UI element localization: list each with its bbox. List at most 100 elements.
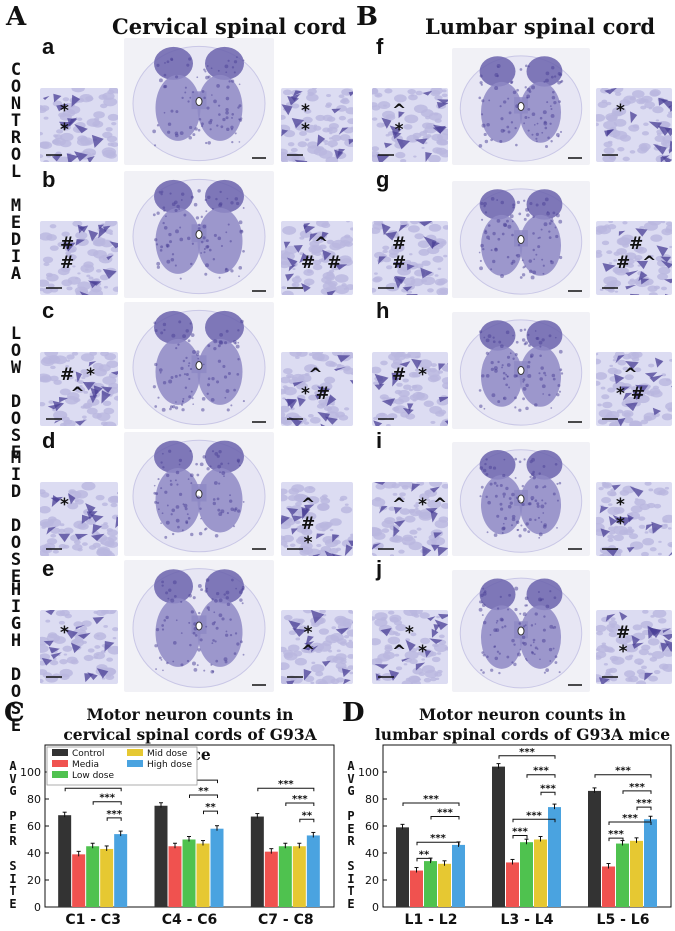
bar-mid-dose	[100, 848, 114, 907]
lumbar-closeup-right-j: # *	[596, 610, 672, 684]
significance-label: ***	[608, 829, 624, 840]
significance-label: ***	[437, 808, 453, 819]
bar-high-dose	[548, 807, 561, 907]
tile-marker-text: *	[60, 623, 69, 643]
x-tick-label: L3 - L4	[501, 912, 554, 928]
group-label-4: H I G H D O S E	[10, 580, 22, 736]
significance-bracket	[636, 806, 652, 811]
sub-letter-h: h	[376, 298, 390, 323]
bar-high-dose	[210, 828, 224, 907]
bar-media	[168, 846, 182, 907]
y-tick-label: 80	[365, 793, 379, 806]
bar-mid-dose	[292, 846, 306, 907]
significance-label: ***	[292, 794, 308, 805]
x-tick-label: L5 - L6	[597, 912, 650, 928]
sub-letter-f: f	[376, 34, 384, 59]
bar-low-dose	[182, 839, 196, 907]
bar-media	[410, 870, 423, 907]
bar-high-dose	[306, 835, 320, 907]
legend-swatch	[52, 771, 68, 778]
panel-letter-d: D	[342, 698, 365, 728]
bar-low-dose	[278, 846, 292, 907]
tile-marker-text: # # ^	[616, 234, 657, 273]
tile-marker-text: # *	[392, 365, 427, 385]
significance-bracket	[64, 787, 122, 792]
significance-label: **	[302, 810, 313, 821]
significance-label: **	[205, 802, 216, 813]
lumbar-title: Lumbar spinal cord	[425, 14, 656, 39]
significance-label: ***	[430, 833, 446, 844]
significance-bracket	[92, 801, 122, 805]
y-tick-label: 0	[34, 901, 41, 914]
significance-label: ***	[533, 766, 549, 777]
tile-marker-text: *	[616, 101, 625, 121]
cervical-title: Cervical spinal cord	[112, 14, 347, 39]
significance-label: ***	[629, 782, 645, 793]
significance-label: ***	[106, 809, 122, 820]
significance-bracket	[608, 821, 652, 825]
sub-letter-d: d	[42, 428, 56, 453]
bar-media	[506, 862, 519, 907]
cervical-closeup-right-d: ^ # *	[281, 482, 353, 556]
tile-marker-text: * *	[616, 495, 625, 534]
tile-marker-text: # #	[392, 234, 407, 273]
panel-letter-c: C	[4, 698, 25, 728]
tile-marker-text: * ^ *	[392, 623, 427, 662]
legend-label: Media	[72, 760, 99, 770]
significance-bracket	[416, 857, 432, 862]
bar-control	[154, 805, 168, 907]
bar-control	[492, 766, 505, 907]
group-label-1: M E D I A	[10, 196, 22, 284]
significance-label: **	[419, 849, 430, 860]
bar-mid-dose	[196, 843, 210, 907]
cervical-closeup-right-b: ^ # #	[281, 221, 353, 295]
y-tick-label: 80	[27, 793, 41, 806]
lumbar-section-h	[452, 312, 590, 429]
significance-bracket	[106, 817, 122, 821]
significance-label: ***	[99, 793, 115, 804]
significance-label: ***	[278, 779, 294, 790]
significance-bracket	[285, 802, 315, 807]
lumbar-closeup-right-f: *	[596, 88, 672, 162]
significance-bracket	[416, 841, 460, 846]
significance-bracket	[257, 787, 315, 792]
sub-letter-j: j	[376, 556, 383, 581]
group-label-0: C O N T R O L	[10, 60, 22, 182]
tile-marker-text: ^ # *	[301, 495, 316, 553]
lumbar-closeup-left-h: # *	[372, 352, 448, 426]
significance-label: ***	[423, 794, 439, 805]
significance-bracket	[608, 837, 624, 842]
chart-d-ylabel: A V G P E R S I T E	[347, 759, 355, 911]
x-tick-label: C7 - C8	[258, 912, 314, 928]
cervical-closeup-right-e: * ^	[281, 610, 353, 684]
tile-marker-text: ^ * ^	[392, 495, 448, 515]
significance-bracket	[498, 755, 556, 759]
significance-bracket	[594, 774, 652, 778]
significance-label: ***	[540, 783, 556, 794]
bar-low-dose	[520, 842, 533, 907]
y-tick-label: 100	[20, 766, 41, 779]
lumbar-closeup-left-i: ^ * ^	[372, 482, 448, 556]
legend-label: Low dose	[72, 771, 114, 781]
cervical-closeup-left-e: *	[40, 610, 118, 684]
significance-bracket	[622, 790, 652, 794]
legend-label: Mid dose	[147, 749, 188, 759]
bar-low-dose	[616, 843, 629, 907]
bar-mid-dose	[630, 840, 643, 907]
significance-label: ***	[512, 826, 528, 837]
sub-letter-i: i	[376, 428, 383, 453]
tile-marker-text: # #	[60, 234, 75, 273]
y-tick-label: 40	[27, 847, 41, 860]
sub-letter-g: g	[376, 167, 390, 192]
bar-control	[588, 790, 601, 907]
significance-label: ***	[526, 810, 542, 821]
cervical-section-a	[124, 38, 274, 165]
x-tick-label: C1 - C3	[65, 912, 121, 928]
bar-high-dose	[114, 834, 128, 907]
bar-mid-dose	[438, 863, 451, 907]
legend-swatch	[52, 760, 68, 767]
chart-d-title-line: Motor neuron counts in lumbar spinal cor…	[374, 705, 671, 744]
y-tick-label: 20	[365, 874, 379, 887]
